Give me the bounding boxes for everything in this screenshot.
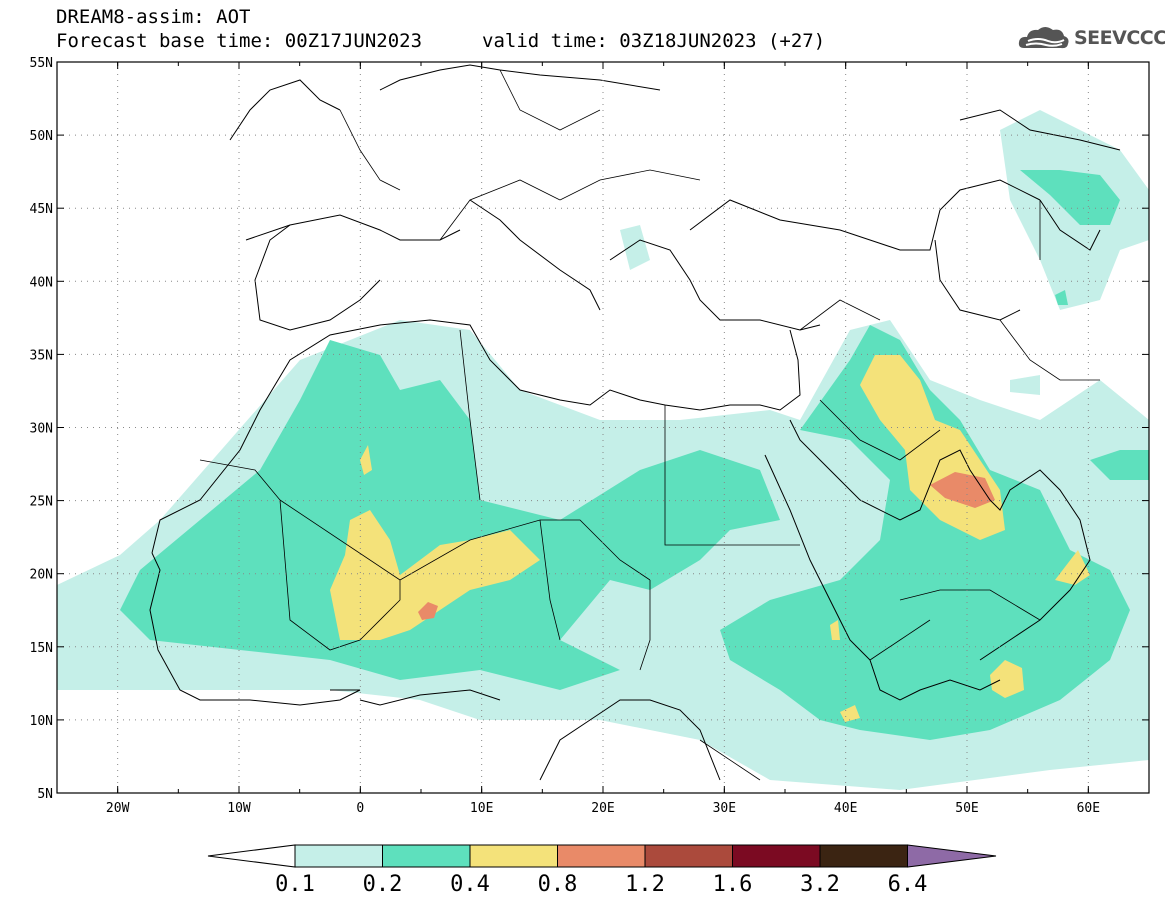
colorbar-label: 3.2 [800,872,840,897]
lat-tick-label: 20N [30,568,53,583]
seevccc-logo: SEEVCCC [1018,24,1165,52]
colorbar-segment [294,844,383,868]
lat-tick-label: 40N [30,275,53,290]
colorbar-segment [819,844,908,868]
colorbar-label: 1.6 [712,872,753,897]
aot-level-0.8 [418,472,995,620]
colorbar-segment [382,844,471,868]
lon-tick-label: 0 [356,801,364,816]
colorbar-segment [557,844,646,868]
colorbar-segment [644,844,733,868]
map-title: DREAM8-assim: AOT [56,6,251,28]
cloud-logo-icon [1018,27,1069,49]
map-grid [57,62,1149,793]
coastlines [149,64,1121,781]
colorbar-min-arrow [207,844,296,868]
lon-tick-label: 40E [834,801,857,816]
lat-tick-label: 15N [30,641,53,656]
lat-tick-label: 10N [30,714,53,729]
valid-time: valid time: 03Z18JUN2023 (+27) [482,30,826,52]
lat-tick-label: 35N [30,348,53,363]
colorbar [207,844,997,868]
colorbar-segment [469,844,558,868]
lon-tick-label: 50E [955,801,978,816]
lat-tick-label: 30N [30,422,53,437]
lon-tick-label: 20W [106,801,130,816]
colorbar-label: 0.8 [537,872,578,897]
lat-tick-label: 45N [30,202,53,217]
lon-tick-label: 60E [1077,801,1100,816]
borders [199,69,1100,781]
axis-ticks: 20W 10W 0 10E 20E 30E 40E 50E 60E 55N 50N 45N 40N 35N… [30,56,1150,816]
lat-tick-label: 55N [30,56,53,71]
logo-text: SEEVCCC [1074,27,1165,49]
colorbar-label: 0.4 [450,872,490,897]
colorbar-segment [732,844,821,868]
lat-tick-label: 25N [30,495,53,510]
lon-tick-label: 10E [470,801,493,816]
colorbar-label: 1.2 [625,872,665,897]
forecast-base-time: Forecast base time: 00Z17JUN2023 [56,30,423,52]
lon-tick-label: 10W [227,801,251,816]
lat-tick-label: 50N [30,129,53,144]
lon-tick-label: 30E [713,801,736,816]
colorbar-label: 6.4 [887,872,928,897]
colorbar-label: 0.2 [362,872,403,897]
lon-tick-label: 20E [591,801,614,816]
colorbar-label: 0.1 [275,872,315,897]
colorbar-max-arrow [907,844,997,868]
lat-tick-label: 5N [37,787,53,802]
